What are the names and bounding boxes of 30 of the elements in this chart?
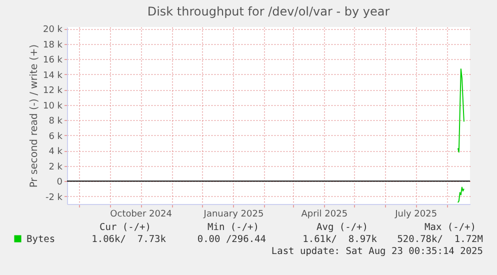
text: Min (-/+) [208,222,259,233]
y-tick-label: 6 k [48,132,64,142]
y-tick-label: 4 k [48,147,64,158]
x-tick-label: January 2025 [202,210,264,220]
y-tick-label: 0 [56,178,63,188]
y-tick-label: 12 k [42,86,64,96]
y-tick-label: 18 k [42,40,64,50]
text: Avg (-/+) [316,222,368,233]
line-series [457,186,464,203]
text: Cur (-/+) [100,222,151,233]
legend-label: Bytes [26,234,56,245]
text: 1.61k/ 8.97k [302,234,377,245]
text: 0.00 /296.44 [197,234,266,245]
text: 520.78k/ 1.72M [397,234,483,245]
chart-title: Disk throughput for /dev/ol/var - by year [147,4,390,19]
x-tick-label: April 2025 [301,210,348,220]
y-tick-label: 2 k [48,162,64,172]
text: Last update: Sat Aug 23 00:35:14 2025 [271,246,483,257]
line-series [457,68,464,153]
y-tick-label: 10 k [42,101,64,112]
text: Max (-/+) [424,222,476,233]
y-tick-label: 16 k [42,56,64,66]
x-tick-label: October 2024 [110,210,172,220]
y-axis-title: Pr second read (-) / write (+) [28,44,40,188]
y-tick-label: -2 k [45,192,64,203]
text: 1.06k/ 7.73k [92,234,166,245]
y-tick-label: 8 k [48,116,64,127]
y-tick-label: 20 k [42,25,64,36]
x-tick-label: July 2025 [394,210,438,220]
y-tick-label: 14 k [42,70,64,81]
